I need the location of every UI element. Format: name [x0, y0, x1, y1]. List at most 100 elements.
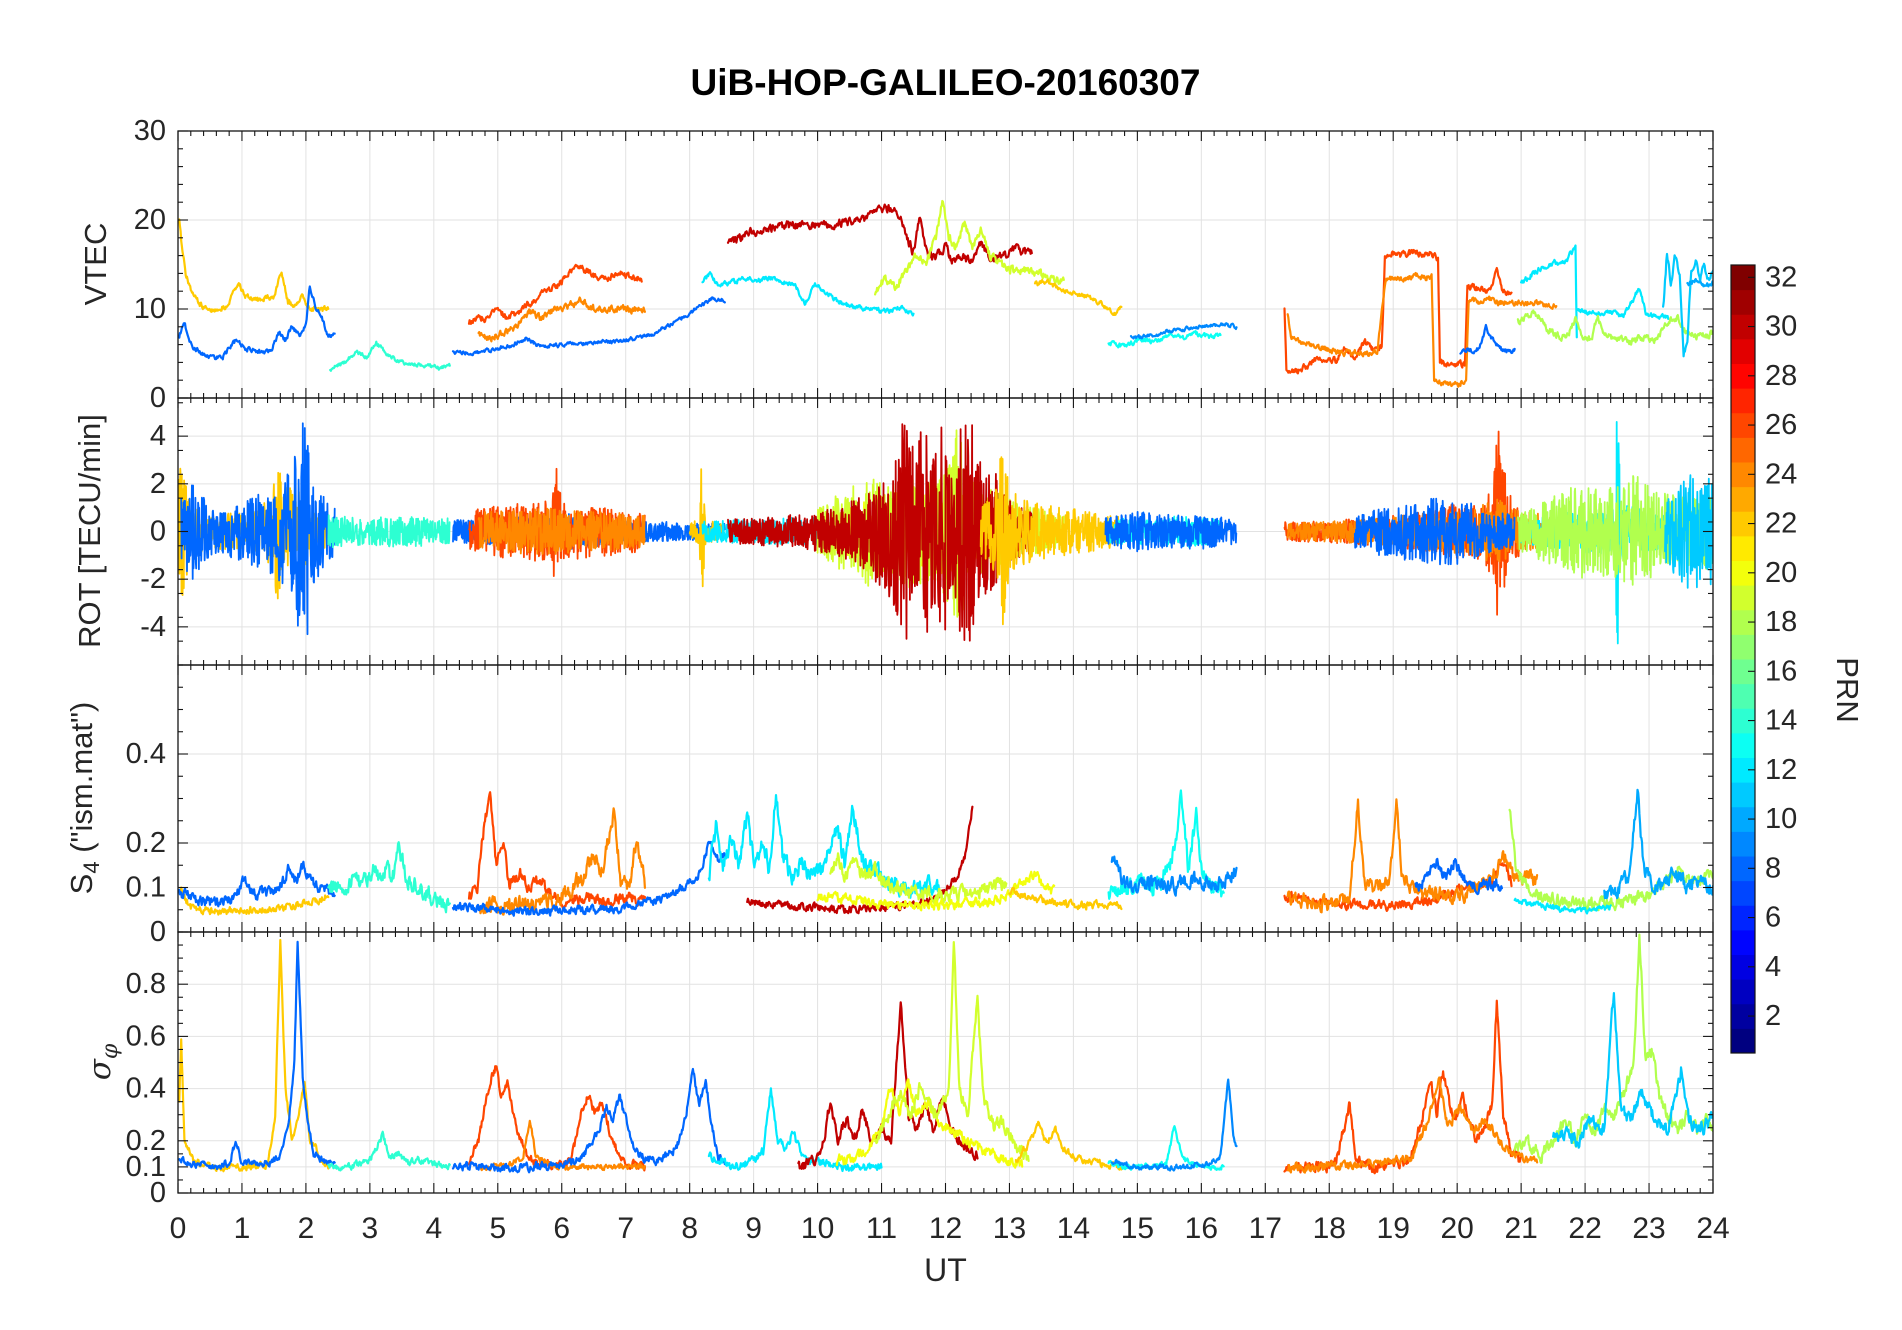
y-tick-label: 0.4 — [126, 738, 166, 770]
series-prn-26 — [1283, 248, 1513, 375]
y-tick-label: 20 — [134, 204, 166, 236]
colorbar-border — [1730, 264, 1756, 1054]
y-tick-label: 0 — [150, 916, 166, 948]
x-tick-label: 4 — [425, 1212, 442, 1245]
colorbar-cell — [1731, 388, 1755, 414]
series-prn-22 — [1033, 278, 1123, 316]
y-tick-label: -2 — [140, 563, 166, 595]
series-prn-8 — [178, 860, 336, 908]
colorbar-tick-label: 10 — [1765, 803, 1797, 835]
x-tick-label: 1 — [234, 1212, 251, 1245]
series-prn-30 — [726, 203, 1033, 265]
x-tick-label: 7 — [617, 1212, 634, 1245]
grid-sigma_phi — [178, 932, 1713, 1193]
x-tick-label: 5 — [489, 1212, 506, 1245]
colorbar-tick-label: 32 — [1765, 261, 1797, 293]
colorbar-cell — [1731, 929, 1755, 955]
series-prn-8 — [451, 1067, 726, 1174]
y-tick-label: 0 — [150, 382, 166, 414]
y-tick-label: 30 — [134, 115, 166, 147]
y-tick-label: 2 — [150, 468, 166, 500]
colorbar-tick-label: 18 — [1765, 606, 1797, 638]
y-tick-label: 0.1 — [126, 1151, 166, 1183]
series-prn-24 — [477, 296, 646, 343]
series-prn-8 — [1459, 323, 1516, 355]
colorbar-cell — [1731, 1028, 1755, 1054]
colorbar-cell — [1731, 880, 1755, 906]
y-tick-label: 0.6 — [126, 1020, 166, 1052]
colorbar-cell — [1731, 585, 1755, 611]
series-prn-9 — [1110, 855, 1238, 897]
colorbar-cell — [1731, 979, 1755, 1005]
series-prn-19 — [874, 941, 1030, 1162]
y-tick-label: 0.2 — [126, 1125, 166, 1157]
colorbar-tick-label: 6 — [1765, 902, 1781, 934]
x-axis: 0 1 2 3 4 5 6 7 8 9 10 11 12 13 14 15 16 17 18 19 20 21 22 23 24 — [170, 1212, 1730, 1245]
series-prn-22 — [178, 886, 330, 916]
series-prn-20 — [816, 870, 1056, 912]
x-tick-label: 18 — [1313, 1212, 1346, 1245]
x-tick-label: 23 — [1632, 1212, 1665, 1245]
series-prn-13 — [1107, 330, 1222, 349]
series-prn-24 — [477, 507, 646, 555]
x-tick-label: 2 — [298, 1212, 315, 1245]
series-prn-24 — [1286, 1076, 1539, 1174]
series-prn-10 — [1603, 788, 1713, 900]
grid-VTEC — [178, 131, 1713, 398]
colorbar-tick-label: 12 — [1765, 754, 1797, 786]
colorbar-cell — [1731, 732, 1755, 758]
series-prn-24 — [1286, 271, 1558, 388]
series-prn-19 — [874, 199, 1065, 296]
panel-sigma_phi: 00.10.2 0.4 0.6 0.8 — [126, 931, 1714, 1209]
colorbar-cell — [1731, 831, 1755, 857]
y-tick-label: 0.2 — [126, 827, 166, 859]
series-prn-12 — [1576, 287, 1670, 320]
series-prn-18 — [1508, 808, 1713, 912]
series-prn-26 — [1283, 999, 1523, 1175]
x-tick-label: 3 — [362, 1212, 379, 1245]
x-tick-label: 6 — [553, 1212, 570, 1245]
colorbar-cell — [1731, 486, 1755, 512]
x-tick-label: 16 — [1185, 1212, 1218, 1245]
series-prn-14 — [329, 340, 451, 372]
series-prn-22 — [979, 456, 1122, 626]
series-prn-22 — [1008, 886, 1123, 911]
colorbar-tick-label: 30 — [1765, 311, 1797, 343]
colorbar-tick-label: 26 — [1765, 409, 1797, 441]
y-tick-label: 0.1 — [126, 872, 166, 904]
series-prn-22 — [688, 468, 723, 588]
ticks-VTEC — [177, 130, 1714, 399]
x-tick-label: 14 — [1057, 1212, 1090, 1245]
colorbar-tick-label: 16 — [1765, 655, 1797, 687]
colorbar-tick-label: 22 — [1765, 508, 1797, 540]
series-prn-8 — [451, 296, 726, 357]
colorbar-cell — [1731, 634, 1755, 660]
colorbar-cell — [1731, 535, 1755, 561]
series-prn-18 — [1516, 309, 1713, 346]
y-tick-label: 4 — [150, 420, 166, 452]
colorbar-tick-label: 20 — [1765, 557, 1797, 589]
x-tick-label: 15 — [1121, 1212, 1154, 1245]
series-group-sigma_phi — [178, 933, 1713, 1175]
series-prn-14 — [327, 841, 451, 914]
y-tick-label: 10 — [134, 293, 166, 325]
x-tick-label: 10 — [801, 1212, 834, 1245]
series-prn-22 — [178, 218, 330, 313]
x-axis-label: UT — [924, 1252, 967, 1288]
series-prn-12 — [701, 271, 915, 317]
series-prn-11 — [1662, 252, 1713, 358]
series-prn-8 — [1353, 497, 1516, 566]
x-tick-label: 8 — [681, 1212, 698, 1245]
series-prn-18 — [1513, 933, 1713, 1164]
y-axis-label-sigma-phi: σφ — [82, 1043, 124, 1081]
colorbar-tick-label: 28 — [1765, 360, 1797, 392]
colorbar-tick-label: 8 — [1765, 852, 1781, 884]
y-tick-label: 0 — [150, 1177, 166, 1209]
panel-S4: 0 0.1 0.2 0.4 — [126, 664, 1714, 948]
colorbar-label: PRN — [1830, 657, 1865, 723]
series-prn-9 — [1110, 1078, 1238, 1172]
series-prn-11 — [1664, 474, 1713, 589]
y-tick-label: 0.8 — [126, 968, 166, 1000]
chart-title: UiB-HOP-GALILEO-20160307 — [690, 62, 1201, 103]
series-group-VTEC — [178, 199, 1713, 388]
